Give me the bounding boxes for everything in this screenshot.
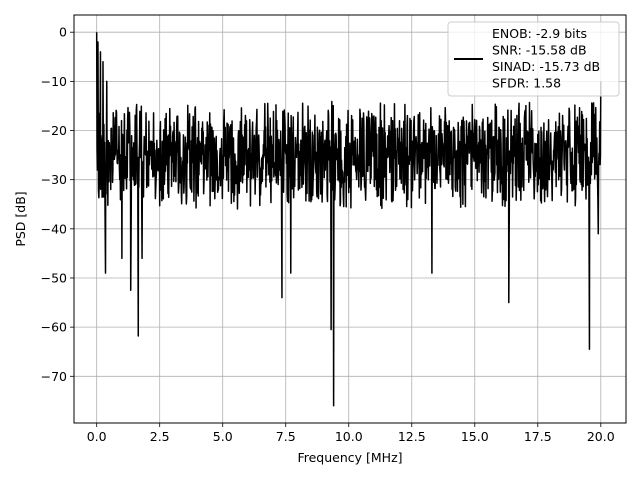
x-tick-label: 17.5 <box>524 429 552 444</box>
legend-snr: SNR: -15.58 dB <box>492 43 587 58</box>
x-tick-label: 0.0 <box>87 429 107 444</box>
y-tick-label: −50 <box>41 270 67 285</box>
legend: ENOB: -2.9 bits SNR: -15.58 dB SINAD: -1… <box>447 21 620 97</box>
legend-sfdr: SFDR: 1.58 <box>492 76 561 91</box>
legend-sinad: SINAD: -15.73 dB <box>492 59 600 74</box>
y-tick-label: −30 <box>41 172 67 187</box>
y-tick-label: 0 <box>59 25 67 40</box>
plot-frame <box>73 14 627 424</box>
psd-series-line <box>95 32 602 407</box>
x-tick-label: 12.5 <box>398 429 426 444</box>
x-tick-label: 7.5 <box>276 429 296 444</box>
x-tick-label: 20.0 <box>587 429 615 444</box>
legend-enob: ENOB: -2.9 bits <box>492 26 587 41</box>
x-tick-label: 5.0 <box>213 429 233 444</box>
y-tick-label: −70 <box>41 369 67 384</box>
x-tick-label: 2.5 <box>150 429 170 444</box>
x-tick-label: 10.0 <box>335 429 363 444</box>
y-axis-label: PSD [dB] <box>13 191 28 246</box>
y-tick-label: −40 <box>41 221 67 236</box>
y-tick-label: −60 <box>41 320 67 335</box>
x-axis-ticks: 0.0 2.5 5.0 7.5 10.0 12.5 15.0 17.5 20.0 <box>87 423 615 444</box>
y-tick-label: −10 <box>41 74 67 89</box>
y-axis-ticks: 0 −10 −20 −30 −40 −50 −60 −70 <box>41 25 74 384</box>
x-tick-label: 15.0 <box>461 429 489 444</box>
series-layer <box>95 32 602 407</box>
y-tick-label: −20 <box>41 123 67 138</box>
x-axis-label: Frequency [MHz] <box>297 450 402 465</box>
legend-box <box>447 21 620 97</box>
